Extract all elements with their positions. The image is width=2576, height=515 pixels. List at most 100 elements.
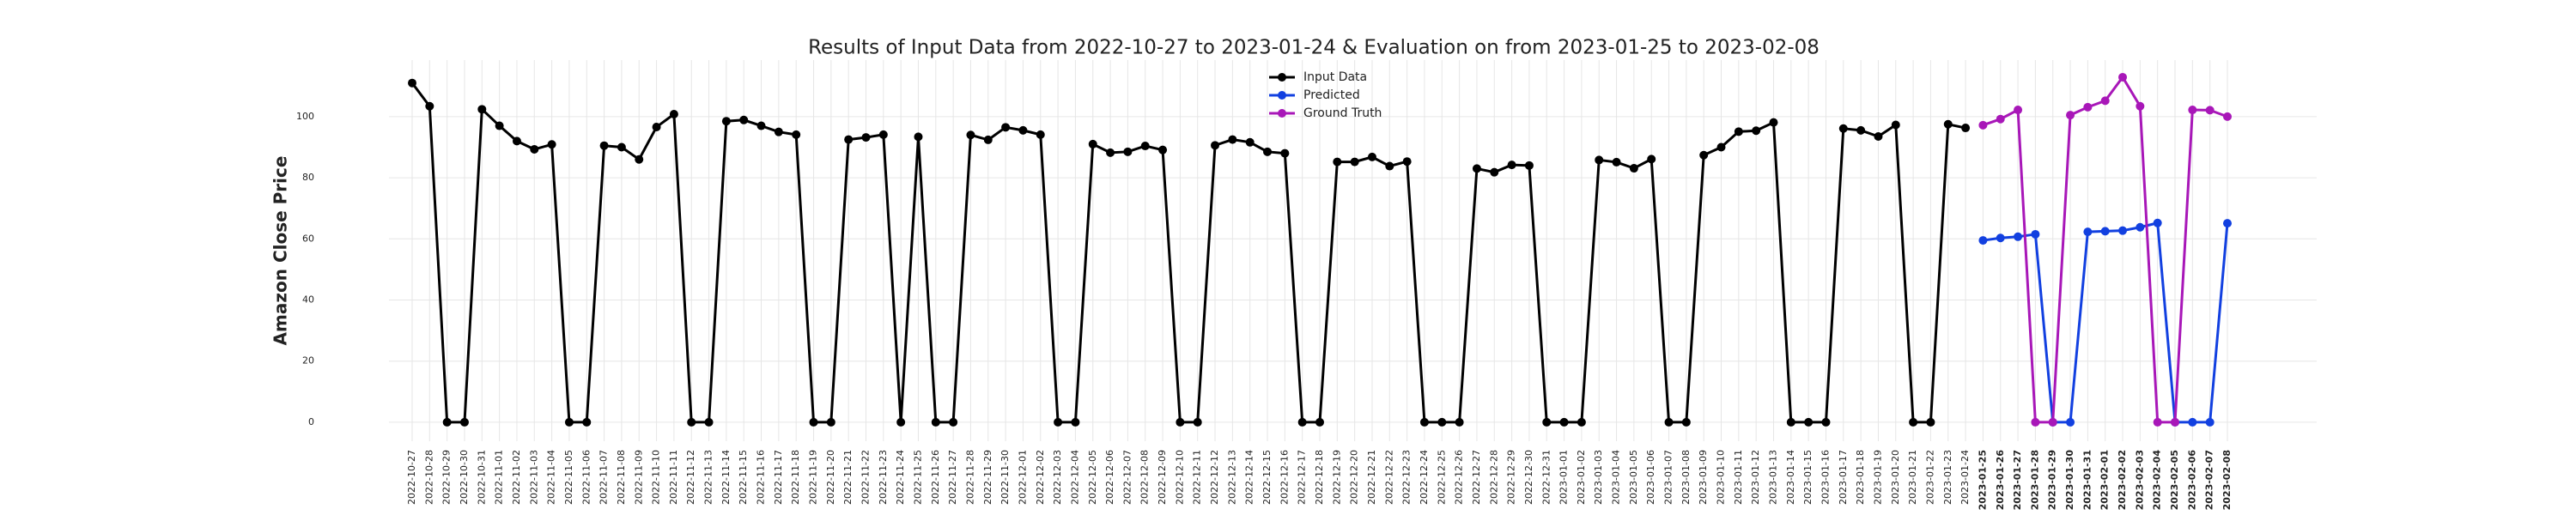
data-point <box>2031 229 2040 239</box>
x-tick-label: 2022-10-28 <box>423 450 434 505</box>
data-point <box>966 130 975 140</box>
x-tick-label: 2022-12-31 <box>1540 450 1552 505</box>
x-tick-label: 2023-02-05 <box>2169 450 2180 510</box>
legend-label: Ground Truth <box>1303 106 1382 120</box>
data-point <box>652 122 661 131</box>
data-point <box>1211 141 1220 150</box>
x-tick-label: 2022-11-28 <box>964 450 975 505</box>
x-tick-label: 2022-12-13 <box>1226 450 1237 505</box>
x-tick-label: 2023-01-09 <box>1698 450 1709 505</box>
data-point <box>1437 417 1447 427</box>
data-point <box>1926 417 1935 427</box>
data-point <box>1909 417 1918 427</box>
x-tick-label: 2023-01-20 <box>1890 450 1901 505</box>
data-point <box>687 417 696 427</box>
x-tick-label: 2023-02-07 <box>2204 450 2215 510</box>
data-point <box>2171 417 2180 427</box>
x-tick-label: 2023-01-05 <box>1628 450 1639 505</box>
x-tick-label: 2023-01-19 <box>1872 450 1883 505</box>
x-tick-label: 2022-11-07 <box>598 450 610 505</box>
legend-marker <box>1278 73 1286 82</box>
x-tick-label: 2023-01-12 <box>1750 450 1761 505</box>
chart-title: Results of Input Data from 2022-10-27 to… <box>808 37 1820 59</box>
data-point <box>2136 222 2145 232</box>
x-tick-label: 2023-01-01 <box>1558 450 1570 505</box>
data-point <box>1228 135 1237 144</box>
x-tick-label: 2023-01-24 <box>1959 450 1971 505</box>
data-point <box>1140 142 1150 151</box>
data-point <box>2223 112 2232 121</box>
data-point <box>844 135 854 144</box>
data-point <box>2205 417 2215 427</box>
data-point <box>1158 145 1168 154</box>
x-tick-label: 2023-01-10 <box>1716 450 1727 505</box>
data-point <box>1455 417 1464 427</box>
data-point <box>896 417 906 427</box>
data-point <box>2118 226 2128 235</box>
data-point <box>1123 147 1133 156</box>
data-point <box>721 117 731 126</box>
x-tick-label: 2022-12-16 <box>1279 450 1290 505</box>
x-tick-label: 2022-11-03 <box>528 450 539 505</box>
data-point <box>1542 417 1552 427</box>
data-point <box>564 417 574 427</box>
data-point <box>669 110 678 119</box>
data-point <box>1524 161 1534 170</box>
x-tick-label: 2022-11-16 <box>756 450 767 505</box>
x-tick-label: 2022-12-18 <box>1314 450 1325 505</box>
data-point <box>1752 126 1761 136</box>
x-tick-label: 2023-01-02 <box>1576 450 1587 505</box>
data-point <box>2048 417 2057 427</box>
data-point <box>1018 125 1028 135</box>
data-point <box>582 417 592 427</box>
x-tick-label: 2022-11-08 <box>616 450 627 505</box>
data-point <box>1350 157 1359 167</box>
data-point <box>739 115 749 124</box>
data-point <box>530 144 539 154</box>
x-tick-label: 2023-01-29 <box>2047 450 2058 510</box>
x-tick-label: 2023-01-03 <box>1593 450 1604 505</box>
data-point <box>2118 72 2128 82</box>
data-point <box>1559 417 1569 427</box>
data-point <box>1996 233 2005 243</box>
x-tick-label: 2023-01-22 <box>1924 450 1935 505</box>
x-tick-label: 2022-11-06 <box>580 450 592 505</box>
x-tick-label: 2022-12-02 <box>1035 450 1046 505</box>
data-point <box>983 135 993 144</box>
data-point <box>756 121 766 130</box>
x-tick-label: 2022-11-27 <box>947 450 958 505</box>
data-point <box>2188 417 2197 427</box>
data-point <box>1821 417 1831 427</box>
data-point <box>1804 417 1814 427</box>
x-tick-label: 2023-01-28 <box>2029 450 2040 510</box>
x-tick-label: 2023-02-04 <box>2152 450 2163 511</box>
data-point <box>1472 164 1481 173</box>
x-tick-label: 2022-12-27 <box>1471 450 1482 505</box>
x-tick-label: 2022-11-22 <box>860 450 872 505</box>
x-tick-label: 2022-11-02 <box>511 450 522 505</box>
x-tick-label: 2022-11-15 <box>738 450 749 505</box>
x-tick-label: 2022-11-13 <box>703 450 714 505</box>
data-point <box>2153 417 2162 427</box>
x-tick-label: 2022-11-04 <box>546 450 557 505</box>
data-point <box>1996 114 2005 124</box>
x-tick-label: 2022-10-29 <box>441 450 453 505</box>
data-point <box>2205 106 2215 115</box>
data-point <box>1088 139 1097 148</box>
x-tick-label: 2023-02-06 <box>2186 450 2197 511</box>
x-tick-label: 2022-11-21 <box>842 450 854 505</box>
data-point <box>495 121 504 130</box>
data-point <box>2188 106 2197 115</box>
data-point <box>2136 101 2145 111</box>
x-tick-label: 2022-11-23 <box>878 450 889 505</box>
x-tick-label: 2022-11-18 <box>790 450 801 505</box>
x-tick-label: 2022-12-24 <box>1419 450 1430 505</box>
x-tick-label: 2022-12-08 <box>1139 450 1151 505</box>
data-point <box>1036 130 1045 139</box>
x-tick-label: 2022-11-12 <box>685 450 696 505</box>
x-tick-label: 2023-01-25 <box>1977 450 1988 510</box>
data-point <box>1734 127 1743 136</box>
data-point <box>459 417 469 427</box>
y-tick-label: 80 <box>302 172 314 183</box>
x-tick-label: 2022-11-24 <box>895 450 906 505</box>
